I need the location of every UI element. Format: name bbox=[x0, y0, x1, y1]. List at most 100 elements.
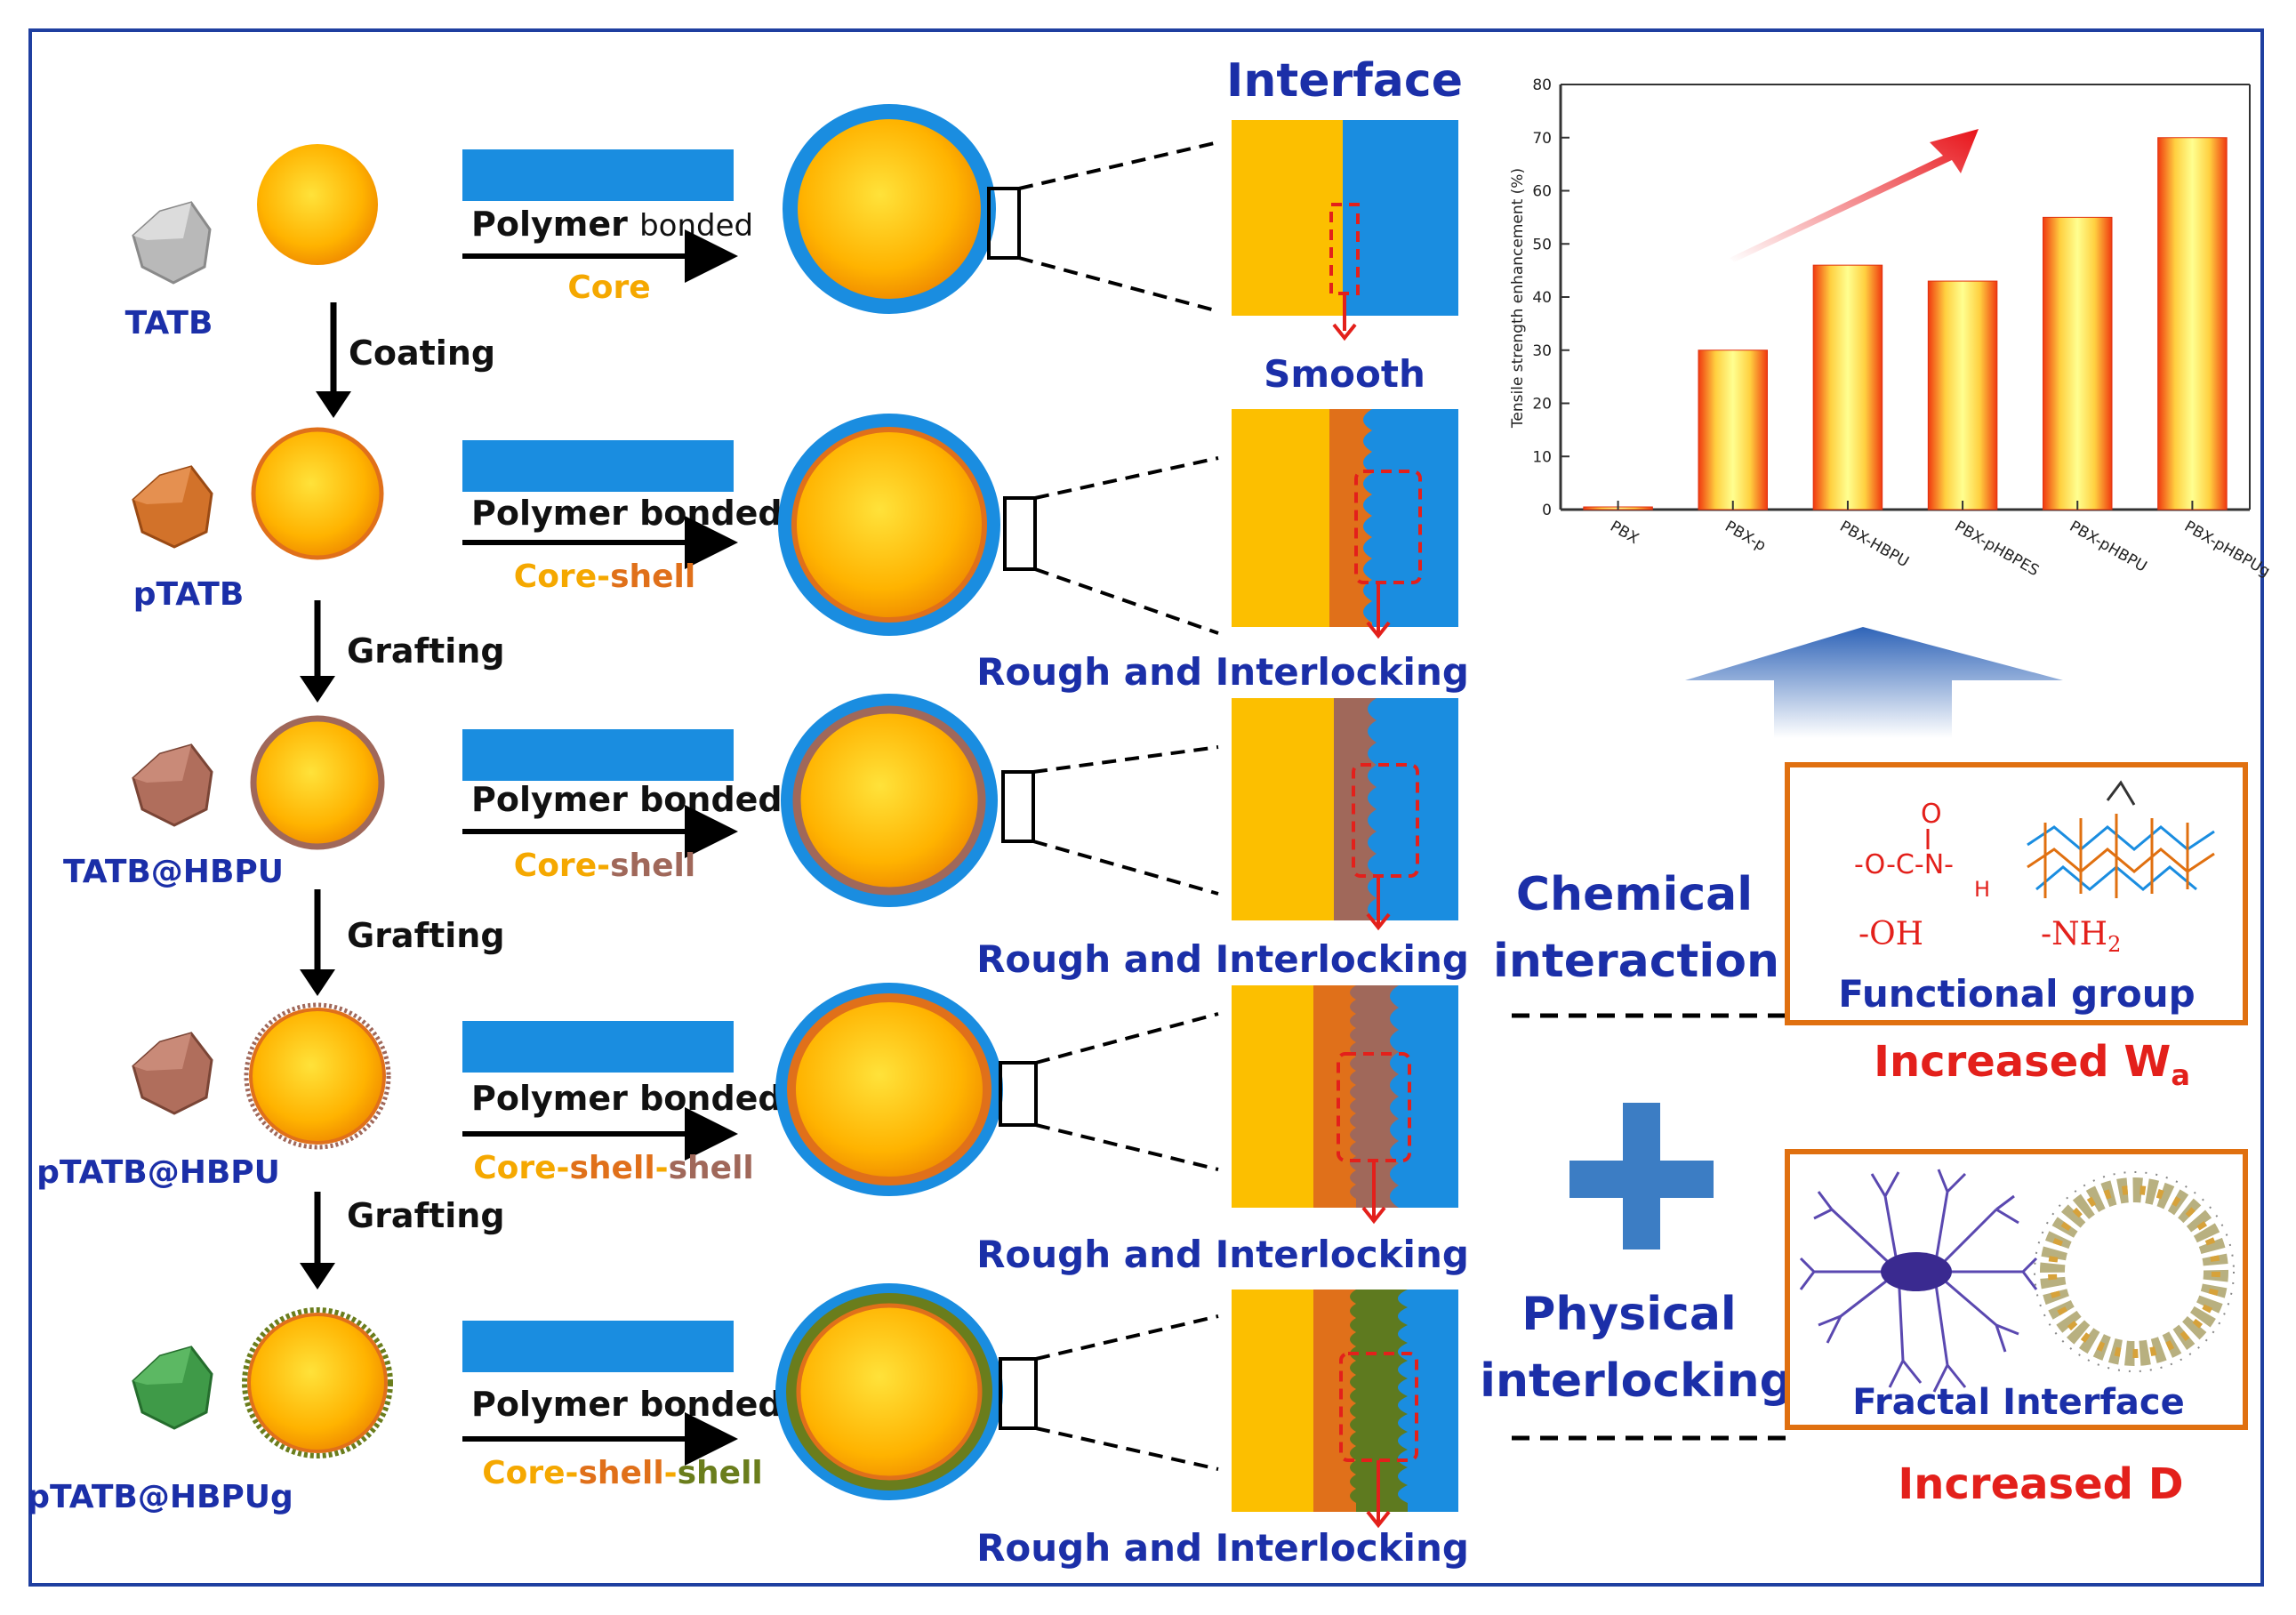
core-particle bbox=[249, 1008, 386, 1145]
polymer-label: Polymer bonded bbox=[471, 1079, 783, 1118]
increased-d: Increased D bbox=[1898, 1459, 2183, 1509]
bar-pbx-phbpu bbox=[2043, 216, 2113, 510]
x-tick-label: PBX-HBPU bbox=[1836, 518, 1911, 571]
stage-2: pTATB Polymer bonded Core-shell Rough an… bbox=[132, 409, 1469, 694]
physical-label-1: Physical bbox=[1521, 1288, 1737, 1341]
structure-label: Core-shell-shell bbox=[482, 1455, 763, 1491]
structure-label: Core-shell bbox=[514, 848, 695, 884]
structure-label: Core bbox=[567, 269, 650, 306]
interface-title: Interface bbox=[1226, 54, 1463, 108]
polymer-bar bbox=[462, 440, 734, 492]
polymer-label: Polymer bonded bbox=[471, 780, 783, 819]
functional-group-box: O -O-C-N- H -OH -NH2 Functional group bbox=[1785, 762, 2248, 1025]
y-tick-label: 30 bbox=[1532, 342, 1552, 360]
x-tick-label: PBX-pHBPU bbox=[2067, 518, 2150, 576]
interface-panel bbox=[1232, 409, 1458, 639]
zoom-box bbox=[1003, 496, 1037, 571]
zoom-box bbox=[999, 1061, 1038, 1127]
tensile-strength-chart: 0 10 20 30 40 50 60 70 80 PBX PBX-p PBX-HBPU PBX-pH… bbox=[1509, 76, 2273, 581]
interface-panel bbox=[1232, 1290, 1458, 1529]
particle-label: pTATB@HBPUg bbox=[27, 1479, 293, 1515]
polymer-label: Polymer bbox=[471, 205, 639, 244]
physical-label-2: interlocking bbox=[1480, 1354, 1793, 1408]
y-tick-label: 10 bbox=[1532, 448, 1552, 466]
amine-H: H bbox=[1974, 877, 1990, 902]
bar-pbx-phbpug bbox=[2157, 137, 2228, 510]
y-tick-label: 70 bbox=[1532, 130, 1552, 148]
particle-label: pTATB bbox=[133, 576, 245, 613]
x-tick-label: PBX bbox=[1607, 518, 1642, 548]
interface-label: Rough and Interlocking bbox=[976, 650, 1469, 694]
svg-text:interaction: interaction bbox=[1493, 935, 1779, 988]
amine-label: -NH2 bbox=[2041, 916, 2121, 957]
interface-label: Rough and Interlocking bbox=[976, 1233, 1469, 1276]
step-arrow-4: Grafting bbox=[300, 1192, 505, 1290]
core-particle bbox=[247, 1313, 388, 1453]
step-label: Grafting bbox=[347, 916, 505, 955]
x-tick-label: PBX-pHBPES bbox=[1952, 518, 2043, 580]
step-arrow-2: Grafting bbox=[300, 600, 505, 703]
y-tick-label: 0 bbox=[1542, 502, 1552, 519]
step-arrow-1: Coating bbox=[316, 302, 495, 418]
polymer-bar bbox=[462, 1321, 734, 1372]
stage-5: pTATB@HBPUg Polymer bonded Core-shell-sh… bbox=[27, 1283, 1469, 1570]
y-tick-label: 40 bbox=[1532, 289, 1552, 307]
y-tick-label: 80 bbox=[1532, 76, 1552, 94]
step-label: Coating bbox=[349, 333, 495, 373]
step-arrow-3: Grafting bbox=[300, 889, 505, 996]
y-tick-label: 50 bbox=[1532, 236, 1552, 253]
svg-text:Physical: Physical bbox=[1521, 1288, 1737, 1341]
y-tick-label: 60 bbox=[1532, 183, 1552, 201]
stage-1: TATB Polymer bonded Core Smooth bbox=[125, 104, 1458, 396]
bar-pbx-hbpu bbox=[1812, 264, 1883, 510]
interface-panel bbox=[1232, 120, 1458, 341]
core-particle bbox=[257, 144, 378, 265]
up-arrow-icon bbox=[1685, 627, 2063, 738]
structure-label: Core-shell-shell bbox=[473, 1150, 754, 1186]
x-tick-label: PBX-p bbox=[1722, 518, 1769, 555]
particle-label: TATB@HBPU bbox=[63, 854, 284, 890]
svg-text:Chemical: Chemical bbox=[1516, 868, 1753, 921]
polymer-sub-label: bonded bbox=[639, 208, 753, 244]
interface-label: Rough and Interlocking bbox=[976, 1526, 1469, 1570]
chemical-label-1: Chemical bbox=[1516, 868, 1753, 921]
hydroxyl-label: -OH bbox=[1858, 916, 1923, 952]
zoom-box bbox=[999, 1357, 1038, 1430]
chemical-label-2: interaction bbox=[1493, 935, 1779, 988]
x-tick-label: PBX-pHBPUg bbox=[2181, 518, 2273, 581]
interface-panel bbox=[1232, 698, 1458, 931]
y-tick-label: 20 bbox=[1532, 396, 1552, 414]
polymer-label: Polymer bonded bbox=[471, 1385, 783, 1424]
fractal-interface-box: Fractal Interface bbox=[1785, 1149, 2248, 1430]
urethane-formula: -O-C-N- bbox=[1854, 849, 1954, 880]
interface-panel bbox=[1232, 985, 1458, 1225]
core-particle bbox=[251, 427, 384, 560]
interface-label: Rough and Interlocking bbox=[976, 937, 1469, 981]
core-particle bbox=[250, 715, 385, 850]
carbonyl-O: O bbox=[1921, 799, 1942, 830]
svg-text:interlocking: interlocking bbox=[1480, 1354, 1793, 1408]
y-axis-label: Tensile strength enhancement (%) bbox=[1509, 168, 1527, 429]
polymer-network-icon bbox=[2027, 780, 2215, 898]
polymer-bar bbox=[462, 729, 734, 781]
polymer-bar bbox=[462, 149, 734, 201]
zoom-box bbox=[987, 187, 1021, 260]
svg-text:Polymer bonded: Polymer bonded bbox=[471, 205, 753, 244]
bar-pbx-p bbox=[1698, 350, 1768, 510]
nanoparticle-ring-icon bbox=[2034, 1171, 2235, 1372]
step-label: Grafting bbox=[347, 631, 505, 671]
zoom-box bbox=[1001, 770, 1035, 843]
figure-frame bbox=[28, 28, 2264, 1587]
step-label: Grafting bbox=[347, 1196, 505, 1235]
interface-label: Smooth bbox=[1264, 352, 1425, 396]
structure-label: Core-shell bbox=[514, 558, 695, 595]
polymer-label: Polymer bonded bbox=[471, 494, 783, 533]
functional-group-title: Functional group bbox=[1838, 972, 2195, 1016]
stage-4: pTATB@HBPU Polymer bonded Core-shell-she… bbox=[36, 983, 1469, 1276]
plus-icon bbox=[1569, 1103, 1714, 1249]
stage-3: TATB@HBPU Polymer bonded Core-shell Roug… bbox=[63, 694, 1469, 981]
bar-pbx-phbpes bbox=[1927, 280, 1998, 510]
particle-label: TATB bbox=[125, 305, 213, 341]
particle-label: pTATB@HBPU bbox=[36, 1154, 280, 1191]
